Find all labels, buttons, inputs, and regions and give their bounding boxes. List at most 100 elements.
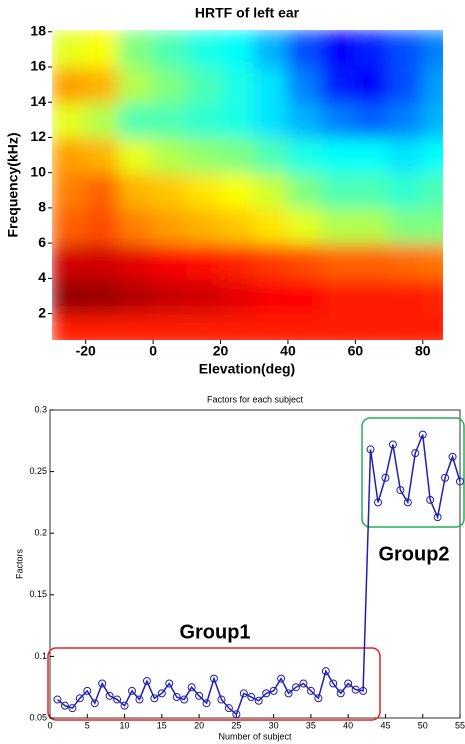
data-point (180, 695, 189, 704)
line-chart: Factors for each subject Number of subje… (14, 394, 465, 741)
data-point (105, 691, 114, 700)
heatmap-cell (320, 171, 357, 209)
data-point (120, 701, 129, 710)
y-axis-label: Frequency(kHz) (5, 132, 21, 237)
heatmap-cell (320, 30, 357, 68)
x-tick-label: 40 (343, 720, 353, 730)
y-tick-label: 14 (30, 93, 46, 109)
heatmap-cell (286, 242, 323, 280)
y-tick-label: 12 (30, 128, 46, 144)
data-point (418, 430, 427, 439)
heatmap-cell (388, 242, 424, 280)
heatmap-cell (185, 171, 222, 209)
data-point (254, 696, 263, 705)
heatmap-area (52, 30, 443, 340)
x-tick-label: 20 (213, 343, 229, 359)
heatmap-cell (185, 65, 222, 104)
data-point (426, 495, 435, 504)
heatmap-cell (253, 277, 289, 315)
heatmap-cell (320, 136, 357, 174)
heatmap-cell (421, 30, 443, 68)
data-point (374, 498, 382, 507)
heatmap-cell (219, 242, 256, 280)
heatmap-cell (421, 136, 443, 174)
data-point (90, 699, 99, 708)
data-point (142, 677, 151, 686)
x-tick-label: 50 (418, 720, 428, 730)
heatmap-cell (118, 312, 155, 340)
annotation: Group1 (179, 621, 250, 643)
data-point (172, 693, 181, 702)
data-point (68, 704, 77, 713)
x-tick-label: 55 (455, 720, 465, 730)
heatmap-cell (421, 277, 443, 315)
heatmap-cell (118, 277, 155, 315)
heatmap-cell (354, 65, 391, 104)
heatmap-cell (286, 101, 323, 139)
heatmap-cell (185, 312, 222, 340)
heatmap-cell (52, 30, 87, 68)
heatmap-cell (185, 136, 222, 174)
data-point (269, 686, 278, 695)
x-tick-label: 10 (120, 720, 130, 730)
data-point (224, 704, 233, 713)
data-point (75, 694, 84, 703)
heatmap-cell (84, 242, 121, 280)
heatmap-cell (286, 136, 323, 174)
heatmap-cell (84, 101, 121, 139)
y-tick-label: 4 (38, 269, 46, 285)
y-tick-label: 0.25 (29, 466, 47, 476)
heatmap-cell (286, 171, 323, 209)
data-point (433, 513, 442, 522)
heatmap-cell (52, 206, 87, 245)
data-point (277, 674, 286, 683)
data-point (262, 689, 271, 698)
heatmap-cell (421, 101, 443, 139)
data-point (344, 679, 353, 688)
heatmap-cell (421, 65, 443, 104)
heatmap-cell (219, 277, 256, 315)
heatmap-cell (253, 30, 289, 68)
heatmap-cell (52, 171, 87, 209)
heatmap-cell (84, 312, 121, 340)
heatmap-cell (253, 101, 289, 139)
heatmap-cell (253, 312, 289, 340)
y-tick-label: 10 (30, 163, 46, 179)
heatmap-cell (152, 206, 188, 245)
data-point (210, 674, 218, 683)
x-tick-label: -20 (76, 343, 96, 359)
heatmap-cell (52, 242, 87, 280)
data-point (366, 445, 375, 454)
heatmap-cell (152, 277, 188, 315)
x-tick-label: 0 (47, 720, 52, 730)
y-tick-label: 0.2 (34, 528, 47, 538)
data-point (217, 695, 226, 704)
heatmap-cell (118, 171, 155, 209)
data-point (53, 695, 62, 704)
y-tick-label: 16 (30, 58, 46, 74)
data-point (157, 689, 166, 698)
x-tick-label: 45 (380, 720, 390, 730)
heatmap-cell (421, 242, 443, 280)
y-axis-label: Factors (14, 549, 24, 580)
data-point (321, 667, 330, 676)
heatmap-cell (253, 136, 289, 174)
heatmap-cell (320, 312, 357, 340)
x-tick-label: 0 (149, 343, 157, 359)
heatmap-cell (388, 171, 424, 209)
x-tick-label: 40 (280, 343, 296, 359)
x-tick-label: 80 (415, 343, 431, 359)
y-tick-label: 0.15 (29, 589, 47, 599)
data-point (403, 498, 412, 507)
heatmap-cell (388, 30, 424, 68)
heatmap-cell (354, 206, 391, 245)
heatmap-cell (219, 312, 256, 340)
y-tick-label: 2 (38, 304, 46, 320)
heatmap-cell (354, 101, 391, 139)
chart-title: HRTF of left ear (195, 5, 300, 21)
data-point (292, 683, 300, 692)
heatmap-cell (388, 277, 424, 315)
data-point (165, 679, 174, 688)
heatmap-cell (286, 277, 323, 315)
